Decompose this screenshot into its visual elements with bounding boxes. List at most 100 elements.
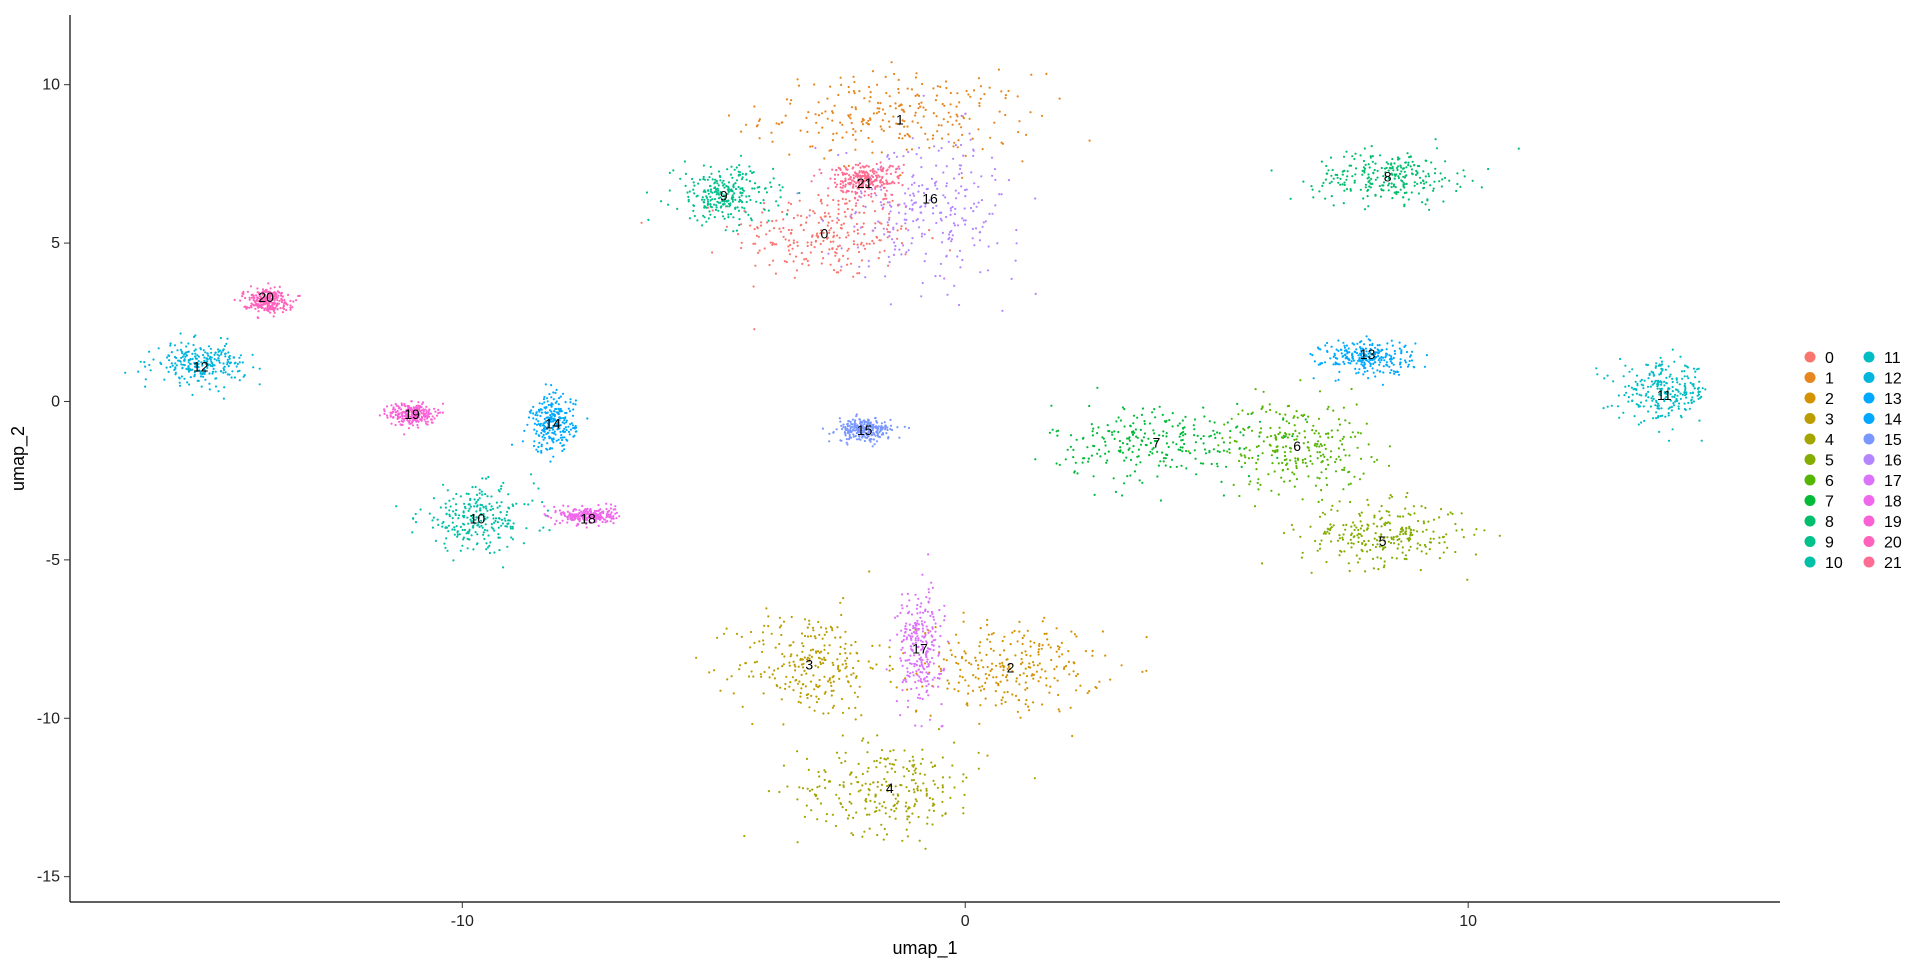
point (441, 525, 444, 528)
point (926, 816, 929, 819)
point (908, 104, 912, 108)
point (1273, 470, 1276, 473)
point (1684, 364, 1687, 367)
point (549, 414, 552, 417)
point (205, 360, 208, 363)
point (778, 790, 781, 794)
point (913, 791, 916, 794)
point (1404, 161, 1407, 164)
point (1659, 364, 1662, 367)
point (437, 523, 440, 527)
point (828, 248, 831, 251)
point (956, 115, 959, 118)
point (1402, 532, 1405, 536)
point (1432, 187, 1435, 190)
point (544, 383, 547, 386)
point (552, 419, 556, 422)
point (482, 506, 485, 509)
point (606, 515, 609, 518)
point (885, 780, 888, 783)
point (876, 101, 880, 104)
point (739, 173, 742, 176)
point (1050, 658, 1053, 662)
point (1118, 439, 1121, 443)
point (979, 85, 983, 88)
point (1487, 167, 1490, 171)
point (925, 660, 929, 664)
point (711, 191, 714, 194)
point (1660, 407, 1663, 410)
point (780, 624, 783, 627)
point (1380, 166, 1383, 170)
point (1332, 524, 1335, 527)
point (200, 361, 203, 364)
point (844, 667, 847, 670)
point (239, 354, 242, 357)
point (1236, 402, 1239, 405)
point (863, 233, 866, 236)
point (480, 490, 483, 493)
point (1105, 461, 1108, 464)
point (871, 239, 874, 243)
point (731, 200, 735, 203)
point (888, 157, 891, 160)
point (1000, 141, 1003, 144)
point (502, 566, 505, 569)
point (836, 234, 839, 237)
point (217, 359, 221, 362)
point (1286, 468, 1289, 471)
point (904, 630, 907, 633)
point (974, 656, 977, 659)
point (914, 201, 918, 204)
point (861, 123, 865, 126)
point (820, 250, 824, 253)
point (836, 626, 839, 629)
point (1037, 653, 1040, 656)
point (1246, 413, 1250, 416)
point (985, 677, 988, 680)
point (1343, 466, 1346, 469)
point (1005, 676, 1008, 679)
point (1276, 445, 1279, 448)
point (911, 642, 915, 645)
point (1383, 560, 1386, 563)
point (867, 136, 870, 140)
point (549, 436, 552, 439)
point (609, 507, 613, 510)
point (586, 417, 589, 420)
point (841, 197, 844, 200)
point (874, 417, 877, 420)
point (1683, 382, 1687, 385)
point (1397, 191, 1400, 194)
point (878, 251, 881, 254)
point (1165, 442, 1168, 445)
point (844, 642, 847, 645)
point (701, 196, 704, 199)
point (798, 786, 801, 789)
point (860, 120, 863, 123)
point (1164, 420, 1167, 423)
point (467, 509, 470, 512)
point (871, 433, 874, 437)
point (1385, 510, 1388, 513)
point (738, 196, 741, 199)
point (920, 661, 923, 664)
point (920, 295, 923, 298)
point (717, 209, 720, 212)
point (757, 235, 760, 238)
point (932, 87, 935, 90)
point (174, 362, 177, 365)
point (549, 420, 553, 423)
point (770, 185, 773, 188)
point (878, 107, 881, 110)
point (486, 495, 489, 498)
point (209, 358, 212, 361)
point (913, 769, 916, 772)
point (1349, 436, 1352, 439)
point (1084, 650, 1087, 653)
point (753, 328, 756, 331)
point (1412, 505, 1415, 508)
point (570, 513, 573, 517)
point (1120, 664, 1123, 667)
point (532, 405, 535, 408)
